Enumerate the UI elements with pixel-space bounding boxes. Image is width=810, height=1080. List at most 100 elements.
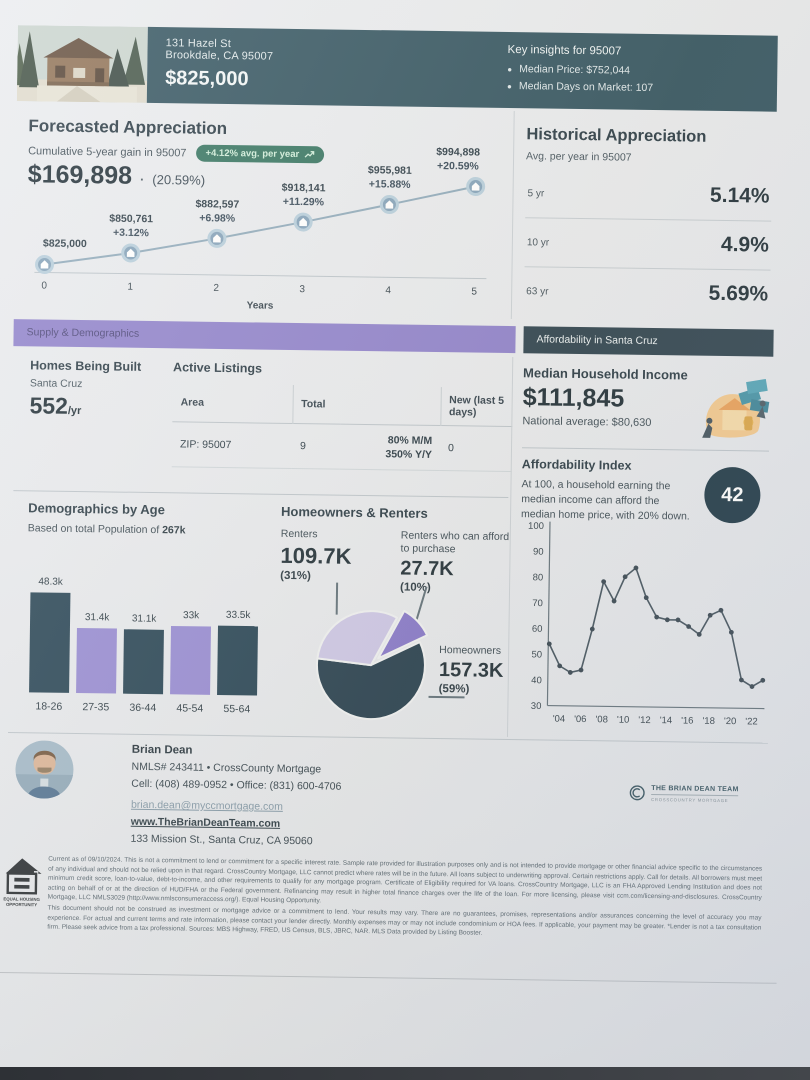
median-income-value: $111,845 (522, 383, 625, 413)
national-average: National average: $80,630 (522, 415, 652, 429)
svg-text:'08: '08 (595, 714, 608, 725)
svg-text:48.3k: 48.3k (38, 576, 64, 587)
section-bar-affordability: Affordability in Santa Cruz (523, 326, 774, 357)
key-insights-title: Key insights for 95007 (507, 43, 622, 58)
svg-text:$825,000: $825,000 (43, 237, 87, 250)
brand-name: THE BRIAN DEAN TEAM (651, 785, 739, 794)
historical-row-10yr: 10 yr 4.9% (524, 217, 772, 270)
svg-text:+15.88%: +15.88% (369, 178, 412, 191)
renters-label: Renters 109.7K (31%) (280, 527, 352, 583)
demographics-block: Demographics by Age Based on total Popul… (25, 500, 263, 726)
svg-text:31.4k: 31.4k (85, 612, 111, 623)
svg-text:Years: Years (247, 300, 274, 311)
affordability-score-badge: 42 (703, 466, 761, 524)
forecast-gain: $169,898 · (20.59%) (28, 160, 206, 191)
col-header-new: New (last 5 days) (440, 387, 513, 427)
income-illustration (690, 376, 771, 448)
property-address-line2: Brookdale, CA 95007 (165, 49, 274, 63)
svg-text:$882,597: $882,597 (195, 198, 239, 211)
forecast-subtitle: Cumulative 5-year gain in 95007 (28, 144, 187, 159)
equal-housing-logo: EQUAL HOUSING OPPORTUNITY (0, 856, 44, 914)
svg-text:5: 5 (471, 286, 477, 297)
svg-text:+11.29%: +11.29% (283, 196, 325, 209)
svg-text:'06: '06 (574, 714, 587, 725)
svg-text:100: 100 (528, 521, 544, 532)
brand-logo: THE BRIAN DEAN TEAM CROSSCOUNTRY MORTGAG… (629, 785, 739, 803)
svg-text:$850,761: $850,761 (109, 213, 153, 226)
svg-text:33.5k: 33.5k (226, 610, 252, 621)
page-edge-line (0, 971, 777, 984)
cell-change: 80% M/M 350% Y/Y (385, 434, 433, 461)
homes-built-value: 552/yr (29, 392, 82, 419)
demographics-chart: 48.3k 18-26 31.4k 27-35 31.1k 36-44 33k 45-54 33… (29, 576, 259, 715)
agent-nmls: NMLS# 243411 • CrossCounty Mortgage (131, 760, 322, 776)
divider (522, 447, 770, 452)
bullet-icon: ● (507, 64, 513, 75)
trend-up-icon (304, 151, 315, 158)
table-header-row: Area Total New (last 5 days) (172, 383, 513, 427)
homeowners-label: Homeowners 157.3K (59%) (438, 644, 504, 696)
key-insights: Key insights for 95007 ● Median Price: $7… (507, 42, 758, 101)
renters-afford-label: Renters who can afford to purchase 27.7K… (399, 529, 510, 594)
svg-text:18-26: 18-26 (35, 700, 62, 712)
dot-separator: · (139, 171, 145, 187)
historical-row-5yr: 5 yr 5.14% (527, 183, 770, 208)
bullet-icon: ● (507, 81, 512, 92)
homeowners-callout-line (428, 695, 465, 698)
agent-email-link[interactable]: brian.dean@myccmortgage.com (130, 798, 283, 813)
agent-avatar (15, 740, 74, 799)
homes-built-area: Santa Cruz (29, 377, 83, 391)
disclaimer-paragraph-1: Current as of 09/10/2024. This is not a … (47, 855, 763, 905)
svg-text:$918,141: $918,141 (282, 182, 326, 195)
divider (13, 490, 509, 499)
svg-text:33k: 33k (183, 610, 200, 621)
brand-subtitle: CROSSCOUNTRY MORTGAGE (651, 794, 739, 803)
agent-phones: Cell: (408) 489-0952 • Office: (831) 600… (131, 777, 342, 793)
svg-text:'22: '22 (745, 716, 758, 727)
pie-title: Homeowners & Renters (281, 503, 428, 521)
homes-built-unit: /yr (67, 404, 82, 418)
svg-text:31.1k: 31.1k (132, 613, 158, 624)
demographics-subtitle: Based on total Population of 267k (27, 522, 186, 537)
property-summary: 131 Hazel St Brookdale, CA 95007 $825,00… (165, 37, 274, 94)
homes-being-built: Homes Being Built Santa Cruz 552/yr (29, 358, 141, 421)
forecast-chart: $825,000 0 $850,761+3.12% 1 $882,597+6.98% 2 $… (34, 146, 487, 312)
forecast-title: Forecasted Appreciation (28, 116, 228, 139)
svg-text:'18: '18 (702, 716, 715, 727)
agent-website-link[interactable]: www.TheBrianDeanTeam.com (130, 815, 281, 830)
col-header-area: Area (172, 383, 293, 424)
brand-mark-icon (629, 785, 645, 801)
active-listings: Active Listings Area Total New (last 5 d… (171, 360, 513, 472)
agent-name: Brian Dean (131, 743, 193, 757)
historical-row-63yr: 63 yr 5.69% (523, 266, 771, 319)
column-divider (510, 111, 515, 320)
svg-text:$994,898: $994,898 (436, 146, 480, 159)
agent-contact: Brian Dean NMLS# 243411 • CrossCounty Mo… (130, 744, 461, 855)
total-population: 267k (162, 524, 186, 537)
report-page: 131 Hazel St Brookdale, CA 95007 $825,00… (0, 16, 790, 1027)
svg-text:1: 1 (127, 282, 133, 293)
svg-text:30: 30 (531, 701, 542, 712)
svg-text:70: 70 (532, 598, 543, 609)
section-bar-supply-demographics: Supply & Demographics (13, 319, 516, 354)
svg-text:60: 60 (532, 624, 543, 635)
svg-text:80: 80 (533, 572, 544, 583)
svg-text:'16: '16 (681, 715, 694, 726)
svg-text:45-54: 45-54 (176, 702, 203, 714)
property-photo-image (16, 25, 148, 103)
header-band: 131 Hazel St Brookdale, CA 95007 $825,00… (146, 26, 778, 112)
median-income-title: Median Household Income (522, 365, 688, 383)
property-price: $825,000 (164, 67, 249, 91)
svg-text:+3.12%: +3.12% (113, 227, 150, 240)
affordability-chart: 30 40 50 60 70 80 90 100 '04 '06 '08 '10 '12 '14 '16 '1… (528, 521, 766, 728)
cell-area: ZIP: 95007 (179, 438, 232, 452)
renters-callout-line (335, 582, 338, 615)
demographics-title: Demographics by Age (28, 500, 166, 518)
svg-text:+6.98%: +6.98% (199, 212, 236, 225)
svg-text:$955,981: $955,981 (368, 164, 412, 177)
homes-built-title: Homes Being Built (30, 358, 142, 374)
svg-text:'20: '20 (724, 716, 737, 727)
homeowners-renters-block: Homeowners & Renters Renters 109.7K (31%… (278, 504, 523, 737)
svg-text:90: 90 (533, 547, 544, 558)
